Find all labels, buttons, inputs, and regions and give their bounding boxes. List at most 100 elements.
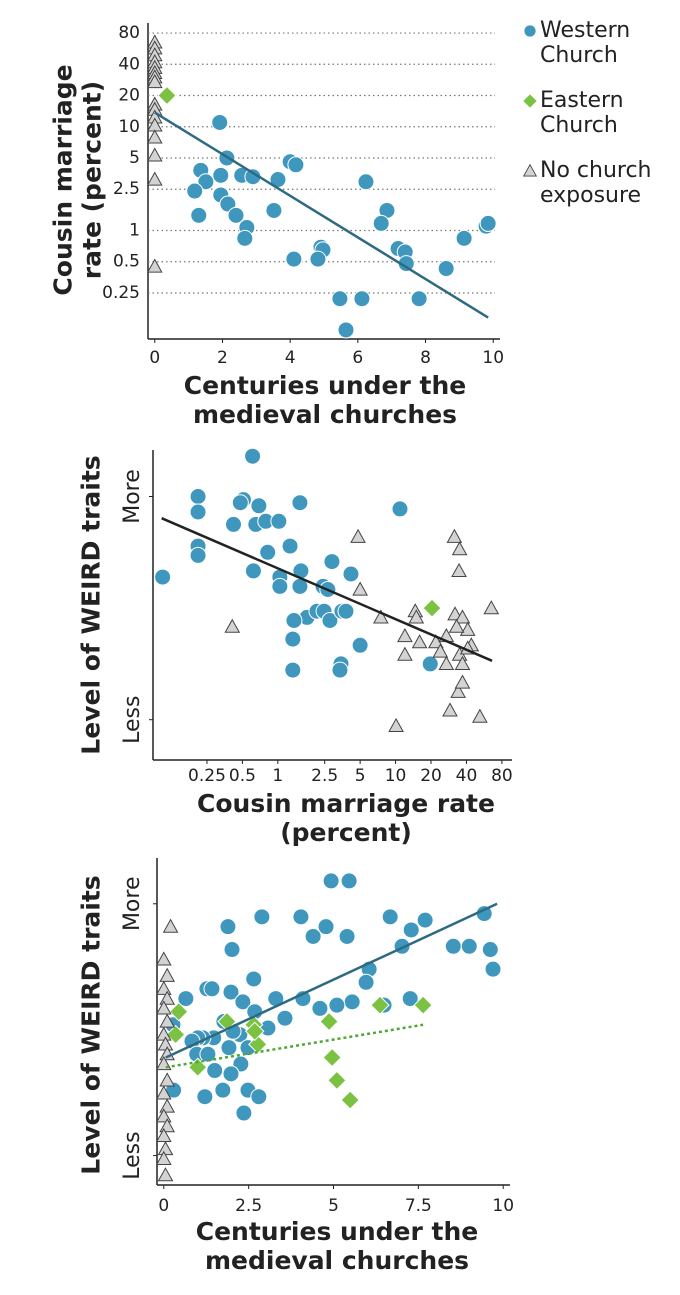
point [437,260,455,278]
point [401,990,419,1008]
x-axis-title: Centuries under the medieval churches [183,371,467,429]
point [408,609,425,624]
point [159,967,176,982]
y-axis-title: Level of WEIRD traits [76,875,106,1175]
point [357,173,375,191]
x-tick-label: 2.5 [311,766,338,786]
point [416,911,434,929]
point [322,872,340,890]
point [212,166,230,184]
point [459,621,476,636]
point [309,250,327,268]
y-tick-label: Less [120,1131,145,1179]
point [331,290,349,308]
point [186,182,204,200]
point [155,1127,172,1143]
point [189,503,207,521]
point [285,250,303,268]
point [276,1009,294,1027]
point [159,1098,176,1113]
point [484,960,502,978]
point [190,206,208,224]
y-axis-title: Cousin marriage rate (percent) [48,64,106,296]
point [157,1167,174,1182]
point [410,290,428,308]
x-tick-label: 2 [217,348,228,368]
x-tick-label: 20 [420,766,442,786]
point [235,1104,253,1122]
y-tick-label: 5 [129,148,140,168]
point [451,562,467,577]
point [448,618,465,633]
point [222,983,240,1001]
point [342,565,360,583]
legend-label: No church exposure [540,158,652,209]
point [223,941,241,959]
point [248,1034,268,1055]
x-tick-label: 80 [491,766,513,786]
legend-marker-shape [522,93,538,109]
x-tick-label: 40 [456,766,478,786]
point [327,1070,347,1091]
point [411,634,428,649]
point [454,609,471,624]
point [391,500,409,518]
point [338,927,356,945]
point [224,618,241,633]
legend-entry: Western Church [522,18,680,69]
point [245,970,263,988]
point [340,1090,360,1110]
point [317,918,335,936]
legend-marker-shape [522,163,538,177]
point [421,655,439,673]
legend-entry: No church exposure [522,158,680,209]
y-tick-label: 80 [118,23,140,43]
point [357,973,375,991]
point [259,1019,277,1037]
point [370,995,390,1015]
point [422,598,442,618]
legend-label: Western Church [540,18,631,69]
x-axis-title: Centuries under the medieval churches [195,1217,479,1275]
point [323,553,341,571]
point [281,537,299,555]
point [479,214,497,232]
x-tick-label: 10 [482,348,504,368]
point [199,1045,217,1063]
point [189,488,207,505]
point [337,321,355,339]
point [284,630,302,648]
x-tick-label: 5 [355,766,366,786]
point [454,674,471,689]
point [159,1013,176,1028]
point [206,1062,224,1080]
point [169,1001,189,1022]
point [265,201,283,219]
point [397,646,413,661]
point [154,568,172,586]
point [197,173,215,191]
point [155,1000,172,1015]
point [481,941,499,959]
point [284,661,302,679]
point [352,581,368,596]
trend-line [165,902,498,1059]
point [451,541,468,556]
point [244,447,262,465]
point [224,515,242,533]
point [211,113,229,131]
trend-line [154,111,489,319]
legend-marker [523,24,537,38]
point [331,661,349,679]
point [155,951,172,966]
x-tick-label: 4 [285,348,296,368]
y-tick-label: 10 [118,117,140,137]
point [397,627,413,643]
point [222,1065,240,1083]
point [319,1011,339,1032]
point [214,1081,232,1099]
x-tick-label: 0 [158,1196,169,1216]
point [244,562,262,580]
y-axis-title: Level of WEIRD traits [76,455,106,755]
